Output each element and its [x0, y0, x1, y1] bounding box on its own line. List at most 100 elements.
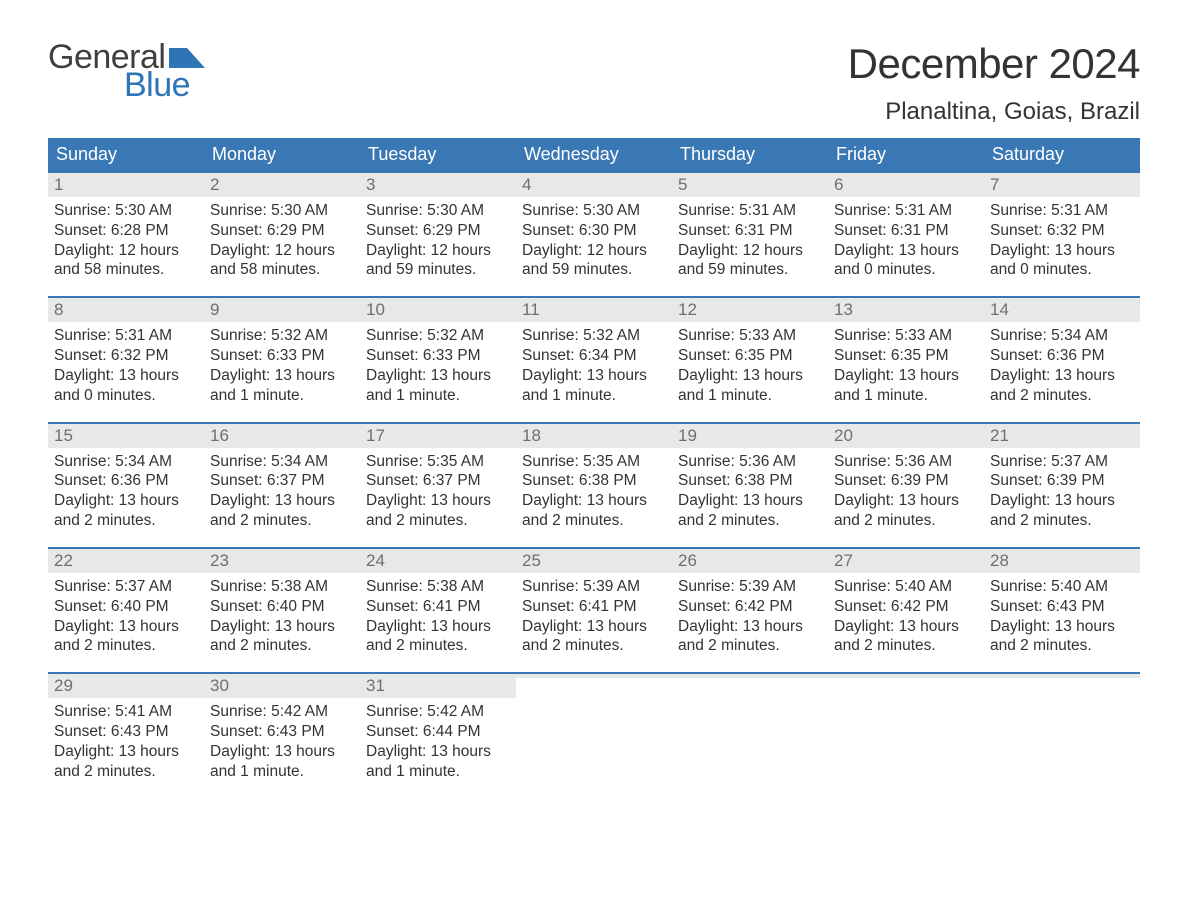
header: General Blue December 2024 Planaltina, G…: [48, 40, 1140, 126]
day-body: Sunrise: 5:38 AMSunset: 6:41 PMDaylight:…: [360, 573, 516, 658]
day-sunset: Sunset: 6:43 PM: [210, 722, 354, 742]
day-d1: Daylight: 13 hours: [678, 366, 822, 386]
calendar: Sunday Monday Tuesday Wednesday Thursday…: [48, 138, 1140, 784]
day-cell: 2Sunrise: 5:30 AMSunset: 6:29 PMDaylight…: [204, 173, 360, 282]
day-header-sat: Saturday: [984, 138, 1140, 171]
day-sunrise: Sunrise: 5:34 AM: [210, 452, 354, 472]
day-number: 30: [210, 676, 229, 695]
day-body: Sunrise: 5:37 AMSunset: 6:39 PMDaylight:…: [984, 448, 1140, 533]
day-sunset: Sunset: 6:43 PM: [54, 722, 198, 742]
day-d1: Daylight: 13 hours: [834, 366, 978, 386]
day-num-row: 12: [672, 298, 828, 322]
day-d2: and 2 minutes.: [366, 511, 510, 531]
day-sunset: Sunset: 6:44 PM: [366, 722, 510, 742]
day-d2: and 0 minutes.: [990, 260, 1134, 280]
day-body: Sunrise: 5:33 AMSunset: 6:35 PMDaylight:…: [828, 322, 984, 407]
day-d2: and 58 minutes.: [210, 260, 354, 280]
day-d1: Daylight: 12 hours: [366, 241, 510, 261]
day-cell: 15Sunrise: 5:34 AMSunset: 6:36 PMDayligh…: [48, 424, 204, 533]
day-sunset: Sunset: 6:43 PM: [990, 597, 1134, 617]
day-number: 18: [522, 426, 541, 445]
day-body: Sunrise: 5:40 AMSunset: 6:42 PMDaylight:…: [828, 573, 984, 658]
day-d2: and 2 minutes.: [366, 636, 510, 656]
day-num-row: [984, 674, 1140, 678]
day-body: Sunrise: 5:35 AMSunset: 6:38 PMDaylight:…: [516, 448, 672, 533]
day-sunset: Sunset: 6:32 PM: [54, 346, 198, 366]
day-sunrise: Sunrise: 5:42 AM: [210, 702, 354, 722]
day-number: 7: [990, 175, 999, 194]
day-sunrise: Sunrise: 5:34 AM: [990, 326, 1134, 346]
day-num-row: 5: [672, 173, 828, 197]
day-number: 8: [54, 300, 63, 319]
day-cell: [984, 674, 1140, 783]
day-sunrise: Sunrise: 5:36 AM: [834, 452, 978, 472]
day-num-row: 15: [48, 424, 204, 448]
day-d1: Daylight: 13 hours: [54, 491, 198, 511]
day-sunset: Sunset: 6:42 PM: [834, 597, 978, 617]
day-d1: Daylight: 13 hours: [990, 491, 1134, 511]
day-num-row: 6: [828, 173, 984, 197]
weeks-container: 1Sunrise: 5:30 AMSunset: 6:28 PMDaylight…: [48, 171, 1140, 784]
day-sunrise: Sunrise: 5:39 AM: [678, 577, 822, 597]
day-num-row: 1: [48, 173, 204, 197]
day-cell: [828, 674, 984, 783]
day-d1: Daylight: 13 hours: [834, 241, 978, 261]
day-sunrise: Sunrise: 5:33 AM: [678, 326, 822, 346]
day-d1: Daylight: 13 hours: [522, 491, 666, 511]
day-sunset: Sunset: 6:37 PM: [210, 471, 354, 491]
day-cell: 6Sunrise: 5:31 AMSunset: 6:31 PMDaylight…: [828, 173, 984, 282]
week-row: 1Sunrise: 5:30 AMSunset: 6:28 PMDaylight…: [48, 171, 1140, 282]
day-num-row: 10: [360, 298, 516, 322]
day-num-row: [516, 674, 672, 678]
day-sunrise: Sunrise: 5:36 AM: [678, 452, 822, 472]
day-cell: 26Sunrise: 5:39 AMSunset: 6:42 PMDayligh…: [672, 549, 828, 658]
day-sunrise: Sunrise: 5:30 AM: [210, 201, 354, 221]
day-number: 17: [366, 426, 385, 445]
day-body: Sunrise: 5:39 AMSunset: 6:41 PMDaylight:…: [516, 573, 672, 658]
day-d1: Daylight: 13 hours: [54, 617, 198, 637]
day-number: 29: [54, 676, 73, 695]
brand-logo: General Blue: [48, 40, 205, 102]
day-cell: 14Sunrise: 5:34 AMSunset: 6:36 PMDayligh…: [984, 298, 1140, 407]
day-sunset: Sunset: 6:29 PM: [210, 221, 354, 241]
day-sunset: Sunset: 6:38 PM: [522, 471, 666, 491]
day-d1: Daylight: 13 hours: [990, 366, 1134, 386]
day-d1: Daylight: 13 hours: [834, 617, 978, 637]
day-number: 3: [366, 175, 375, 194]
day-sunset: Sunset: 6:33 PM: [366, 346, 510, 366]
day-body: Sunrise: 5:34 AMSunset: 6:36 PMDaylight:…: [48, 448, 204, 533]
day-sunset: Sunset: 6:35 PM: [678, 346, 822, 366]
day-d1: Daylight: 12 hours: [522, 241, 666, 261]
day-d2: and 2 minutes.: [210, 511, 354, 531]
day-d1: Daylight: 13 hours: [834, 491, 978, 511]
day-d2: and 1 minute.: [210, 386, 354, 406]
day-sunrise: Sunrise: 5:32 AM: [522, 326, 666, 346]
day-d2: and 2 minutes.: [990, 386, 1134, 406]
day-sunset: Sunset: 6:40 PM: [210, 597, 354, 617]
day-num-row: 20: [828, 424, 984, 448]
day-number: 21: [990, 426, 1009, 445]
day-num-row: 11: [516, 298, 672, 322]
day-d2: and 2 minutes.: [522, 636, 666, 656]
day-d1: Daylight: 13 hours: [210, 491, 354, 511]
day-num-row: 18: [516, 424, 672, 448]
day-d2: and 2 minutes.: [678, 636, 822, 656]
day-body: Sunrise: 5:39 AMSunset: 6:42 PMDaylight:…: [672, 573, 828, 658]
day-d2: and 59 minutes.: [366, 260, 510, 280]
day-header-sun: Sunday: [48, 138, 204, 171]
day-number: 9: [210, 300, 219, 319]
day-number: 5: [678, 175, 687, 194]
day-sunrise: Sunrise: 5:37 AM: [54, 577, 198, 597]
day-body: Sunrise: 5:33 AMSunset: 6:35 PMDaylight:…: [672, 322, 828, 407]
day-number: 14: [990, 300, 1009, 319]
day-num-row: 17: [360, 424, 516, 448]
day-sunrise: Sunrise: 5:31 AM: [678, 201, 822, 221]
day-d1: Daylight: 13 hours: [990, 617, 1134, 637]
day-sunset: Sunset: 6:30 PM: [522, 221, 666, 241]
day-cell: 7Sunrise: 5:31 AMSunset: 6:32 PMDaylight…: [984, 173, 1140, 282]
day-cell: 17Sunrise: 5:35 AMSunset: 6:37 PMDayligh…: [360, 424, 516, 533]
week-row: 15Sunrise: 5:34 AMSunset: 6:36 PMDayligh…: [48, 422, 1140, 533]
day-d2: and 0 minutes.: [54, 386, 198, 406]
day-header-row: Sunday Monday Tuesday Wednesday Thursday…: [48, 138, 1140, 171]
day-number: 1: [54, 175, 63, 194]
